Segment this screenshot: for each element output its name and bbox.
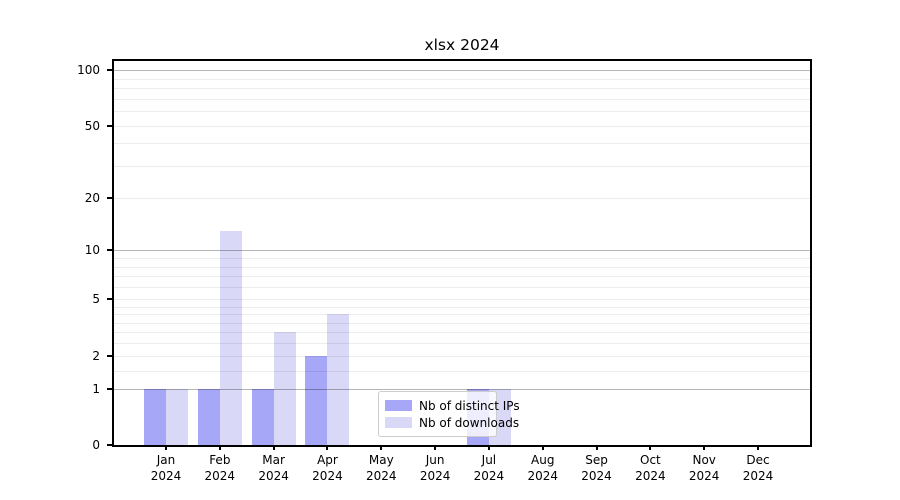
x-tick-label: Feb 2024 [204,453,236,483]
y-tick-label: 5 [92,292,100,307]
minor-gridline [114,314,810,316]
y-tick-label: 100 [77,63,100,78]
x-tick-mark [165,445,167,450]
y-tick-mark [107,444,114,446]
minor-gridline [114,143,810,145]
x-tick-label: Jul 2024 [473,453,505,483]
legend: Nb of distinct IPs Nb of downloads [378,391,520,437]
x-tick-mark [595,445,598,450]
minor-gridline [114,78,810,80]
bar [251,388,274,445]
major-gridline [114,70,810,72]
legend-label-distinct-ips: Nb of distinct IPs [419,398,520,413]
x-tick-label: Aug 2024 [527,453,558,483]
y-tick-label: 10 [84,243,100,258]
y-tick-label: 20 [84,190,100,205]
x-tick-mark [757,445,760,450]
x-tick-label: Jun 2024 [419,453,451,483]
y-tick-mark [107,69,114,72]
x-tick-mark [487,445,490,450]
legend-swatch-downloads [385,417,412,428]
x-tick-label: Mar 2024 [258,453,289,483]
minor-gridline [114,266,810,268]
x-tick-label: Jan 2024 [150,453,182,483]
y-tick-label: 50 [84,118,100,133]
bar [166,388,188,445]
x-tick-label: Nov 2024 [688,453,720,483]
minor-gridline [114,98,810,100]
minor-gridline [114,88,810,90]
bar [197,388,220,445]
major-gridline [114,250,810,252]
x-tick-mark [434,445,437,450]
y-tick-label: 0 [92,438,100,452]
minor-gridline [114,257,810,259]
minor-gridline [114,299,810,301]
minor-gridline [114,166,810,168]
legend-label-downloads: Nb of downloads [419,415,520,430]
x-tick-mark [703,445,706,450]
y-tick-mark [107,354,114,357]
x-tick-label: Oct 2024 [635,453,666,483]
bar [305,355,328,445]
x-tick-mark [649,445,652,450]
y-tick-mark [107,387,114,390]
bar [219,230,242,445]
legend-item-distinct-ips: Nb of distinct IPs [385,399,520,413]
chart-title: xlsx 2024 [424,36,500,54]
major-gridline [114,388,810,390]
y-tick-mark [107,298,114,301]
minor-gridline [114,343,810,345]
x-tick-label: Dec 2024 [742,453,774,483]
x-tick-label: Apr 2024 [312,453,343,483]
minor-gridline [114,276,810,278]
minor-gridline [114,322,810,324]
bar [327,314,350,445]
x-tick-label: Sep 2024 [581,453,612,483]
bar [273,332,296,445]
minor-gridline [114,332,810,334]
minor-gridline [114,197,810,199]
minor-gridline [114,125,810,127]
x-tick-mark [380,445,383,450]
y-tick-mark [107,196,114,199]
y-tick-label: 1 [92,381,100,396]
bar [144,388,166,445]
x-tick-mark [272,445,275,450]
minor-gridline [114,286,810,288]
legend-swatch-distinct-ips [385,400,412,411]
minor-gridline [114,355,810,357]
y-tick-mark [107,124,114,127]
y-tick-mark [107,249,114,252]
minor-gridline [114,370,810,372]
x-tick-mark [541,445,544,450]
legend-item-downloads: Nb of downloads [385,416,519,430]
x-tick-mark [326,445,329,450]
minor-gridline [114,111,810,113]
minor-gridline [114,306,810,308]
y-tick-label: 2 [92,348,100,363]
x-tick-label: May 2024 [365,453,397,483]
x-tick-mark [218,445,221,450]
